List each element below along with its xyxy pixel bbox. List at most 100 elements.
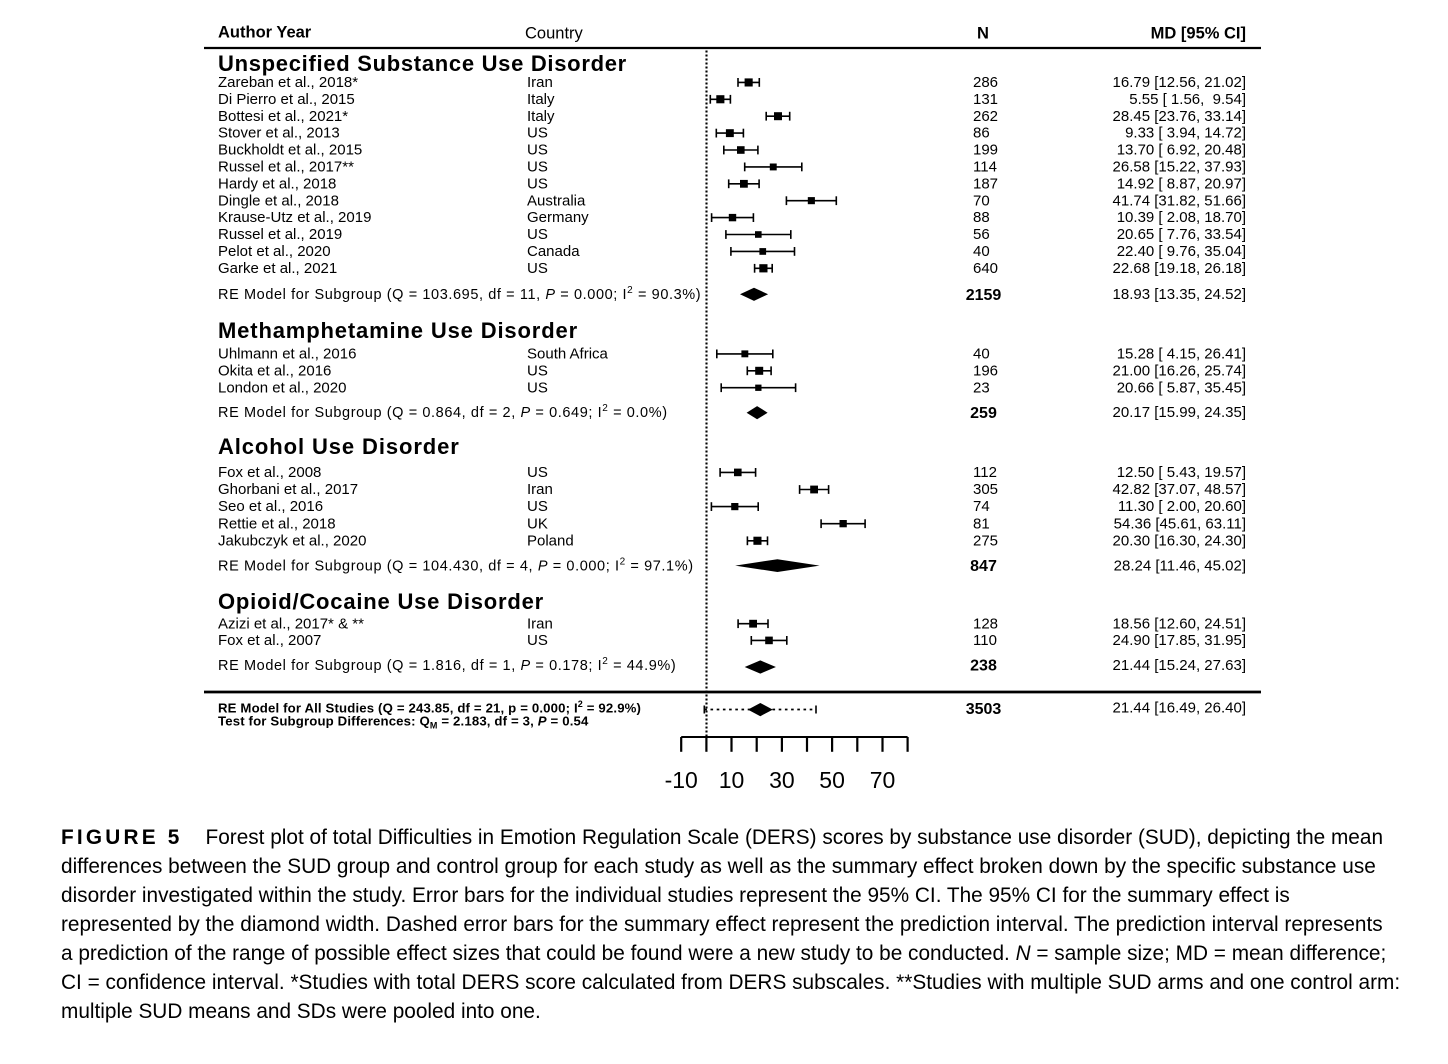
svg-text:US: US bbox=[527, 632, 548, 649]
svg-text:MD [95% CI]: MD [95% CI] bbox=[1151, 24, 1246, 42]
svg-text:74: 74 bbox=[973, 498, 990, 515]
svg-text:RE Model for Subgroup (Q = 0.8: RE Model for Subgroup (Q = 0.864, df = 2… bbox=[218, 403, 668, 421]
svg-text:Garke et al., 2021: Garke et al., 2021 bbox=[218, 260, 337, 277]
svg-text:US: US bbox=[527, 226, 548, 243]
svg-text:12.50 [ 5.43, 19.57]: 12.50 [ 5.43, 19.57] bbox=[1117, 464, 1246, 481]
svg-text:40: 40 bbox=[973, 346, 990, 363]
svg-text:22.68 [19.18, 26.18]: 22.68 [19.18, 26.18] bbox=[1113, 260, 1246, 277]
svg-text:275: 275 bbox=[973, 532, 998, 549]
svg-text:US: US bbox=[527, 464, 548, 481]
svg-text:US: US bbox=[527, 260, 548, 277]
svg-text:21.44 [16.49, 26.40]: 21.44 [16.49, 26.40] bbox=[1113, 700, 1246, 717]
svg-text:199: 199 bbox=[973, 142, 998, 159]
svg-text:28.24 [11.46, 45.02]: 28.24 [11.46, 45.02] bbox=[1114, 557, 1246, 574]
svg-text:Dingle et al., 2018: Dingle et al., 2018 bbox=[218, 192, 339, 209]
svg-text:128: 128 bbox=[973, 615, 998, 632]
svg-text:18.56 [12.60, 24.51]: 18.56 [12.60, 24.51] bbox=[1113, 615, 1246, 632]
svg-text:20.30 [16.30, 24.30]: 20.30 [16.30, 24.30] bbox=[1113, 532, 1246, 549]
svg-text:9.33 [ 3.94, 14.72]: 9.33 [ 3.94, 14.72] bbox=[1125, 125, 1246, 142]
svg-text:Ghorbani et al., 2017: Ghorbani et al., 2017 bbox=[218, 481, 358, 498]
svg-text:11.30 [ 2.00, 20.60]: 11.30 [ 2.00, 20.60] bbox=[1118, 498, 1246, 515]
svg-text:41.74 [31.82, 51.66]: 41.74 [31.82, 51.66] bbox=[1113, 192, 1246, 209]
svg-text:Italy: Italy bbox=[527, 108, 555, 125]
svg-text:London et al., 2020: London et al., 2020 bbox=[218, 379, 346, 396]
svg-text:Di Pierro et al., 2015: Di Pierro et al., 2015 bbox=[218, 91, 355, 108]
svg-text:20.66 [ 5.87, 35.45]: 20.66 [ 5.87, 35.45] bbox=[1117, 379, 1246, 396]
svg-text:RE Model for Subgroup (Q = 1.8: RE Model for Subgroup (Q = 1.816, df = 1… bbox=[218, 656, 676, 674]
svg-text:Uhlmann et al., 2016: Uhlmann et al., 2016 bbox=[218, 346, 356, 363]
svg-text:2159: 2159 bbox=[966, 287, 1002, 304]
svg-text:112: 112 bbox=[973, 464, 997, 481]
svg-text:Australia: Australia bbox=[527, 192, 586, 209]
svg-text:Germany: Germany bbox=[527, 209, 589, 226]
svg-text:262: 262 bbox=[973, 108, 998, 125]
svg-text:23: 23 bbox=[973, 379, 990, 396]
svg-text:640: 640 bbox=[973, 260, 998, 277]
svg-text:Buckholdt et al., 2015: Buckholdt et al., 2015 bbox=[218, 142, 362, 159]
svg-text:Hardy et al., 2018: Hardy et al., 2018 bbox=[218, 175, 336, 192]
svg-text:56: 56 bbox=[973, 226, 990, 243]
svg-text:18.93 [13.35, 24.52]: 18.93 [13.35, 24.52] bbox=[1113, 286, 1246, 303]
svg-text:Iran: Iran bbox=[527, 74, 553, 91]
svg-text:Zareban et al., 2018*: Zareban et al., 2018* bbox=[218, 74, 358, 91]
svg-text:81: 81 bbox=[973, 515, 990, 532]
svg-text:20.65 [ 7.76, 33.54]: 20.65 [ 7.76, 33.54] bbox=[1117, 226, 1246, 243]
svg-text:Jakubczyk et al., 2020: Jakubczyk et al., 2020 bbox=[218, 532, 366, 549]
svg-text:238: 238 bbox=[970, 658, 997, 675]
svg-text:Okita et al., 2016: Okita et al., 2016 bbox=[218, 362, 331, 379]
svg-text:42.82 [37.07, 48.57]: 42.82 [37.07, 48.57] bbox=[1113, 481, 1246, 498]
svg-text:22.40 [ 9.76, 35.04]: 22.40 [ 9.76, 35.04] bbox=[1117, 243, 1246, 260]
svg-text:Russel et al., 2019: Russel et al., 2019 bbox=[218, 226, 342, 243]
svg-text:10.39 [ 2.08, 18.70]: 10.39 [ 2.08, 18.70] bbox=[1117, 209, 1246, 226]
svg-text:RE Model for Subgroup (Q = 103: RE Model for Subgroup (Q = 103.695, df =… bbox=[218, 285, 701, 303]
svg-text:-10: -10 bbox=[665, 767, 698, 793]
svg-text:Canada: Canada bbox=[527, 243, 580, 260]
svg-text:187: 187 bbox=[973, 175, 998, 192]
svg-text:70: 70 bbox=[973, 192, 990, 209]
svg-text:US: US bbox=[527, 379, 548, 396]
svg-text:Krause-Utz et al., 2019: Krause-Utz et al., 2019 bbox=[218, 209, 371, 226]
svg-text:South Africa: South Africa bbox=[527, 346, 609, 363]
svg-text:Russel et al., 2017**: Russel et al., 2017** bbox=[218, 159, 354, 176]
svg-text:305: 305 bbox=[973, 481, 998, 498]
svg-text:Author Year: Author Year bbox=[218, 24, 312, 42]
svg-text:28.45 [23.76, 33.14]: 28.45 [23.76, 33.14] bbox=[1113, 108, 1246, 125]
svg-text:Azizi et al., 2017* & **: Azizi et al., 2017* & ** bbox=[218, 615, 364, 632]
svg-text:40: 40 bbox=[973, 243, 990, 260]
svg-text:Poland: Poland bbox=[527, 532, 574, 549]
svg-text:Italy: Italy bbox=[527, 91, 555, 108]
svg-text:US: US bbox=[527, 498, 548, 515]
svg-text:21.00 [16.26, 25.74]: 21.00 [16.26, 25.74] bbox=[1113, 362, 1246, 379]
svg-text:Rettie et al., 2018: Rettie et al., 2018 bbox=[218, 515, 336, 532]
svg-text:Iran: Iran bbox=[527, 615, 553, 632]
svg-text:Fox et al., 2008: Fox et al., 2008 bbox=[218, 464, 321, 481]
svg-text:259: 259 bbox=[970, 405, 997, 422]
svg-text:10: 10 bbox=[719, 767, 745, 793]
svg-text:16.79 [12.56, 21.02]: 16.79 [12.56, 21.02] bbox=[1113, 74, 1246, 91]
svg-text:15.28 [ 4.15, 26.41]: 15.28 [ 4.15, 26.41] bbox=[1117, 346, 1246, 363]
svg-text:286: 286 bbox=[973, 74, 998, 91]
svg-text:196: 196 bbox=[973, 362, 998, 379]
svg-text:14.92 [ 8.87, 20.97]: 14.92 [ 8.87, 20.97] bbox=[1117, 175, 1246, 192]
svg-text:110: 110 bbox=[973, 632, 997, 649]
svg-text:13.70 [ 6.92, 20.48]: 13.70 [ 6.92, 20.48] bbox=[1117, 142, 1246, 159]
svg-text:Methamphetamine Use Disorder: Methamphetamine Use Disorder bbox=[218, 318, 578, 343]
svg-text:Country: Country bbox=[525, 24, 584, 42]
svg-text:US: US bbox=[527, 362, 548, 379]
svg-text:Fox et al., 2007: Fox et al., 2007 bbox=[218, 632, 321, 649]
svg-text:24.90 [17.85, 31.95]: 24.90 [17.85, 31.95] bbox=[1113, 632, 1246, 649]
svg-text:Stover et al., 2013: Stover et al., 2013 bbox=[218, 125, 340, 142]
svg-text:US: US bbox=[527, 159, 548, 176]
svg-text:Unspecified Substance Use Diso: Unspecified Substance Use Disorder bbox=[218, 51, 627, 76]
svg-text:26.58 [15.22, 37.93]: 26.58 [15.22, 37.93] bbox=[1113, 159, 1246, 176]
svg-text:US: US bbox=[527, 142, 548, 159]
svg-text:88: 88 bbox=[973, 209, 990, 226]
svg-text:Test for Subgroup Differences:: Test for Subgroup Differences: QM = 2.18… bbox=[218, 714, 589, 731]
svg-text:50: 50 bbox=[819, 767, 845, 793]
svg-text:114: 114 bbox=[973, 159, 997, 176]
svg-text:21.44 [15.24, 27.63]: 21.44 [15.24, 27.63] bbox=[1113, 657, 1246, 674]
svg-text:5.55 [ 1.56, 9.54]: 5.55 [ 1.56, 9.54] bbox=[1129, 91, 1246, 108]
svg-text:Seo et al., 2016: Seo et al., 2016 bbox=[218, 498, 323, 515]
svg-text:3503: 3503 bbox=[966, 701, 1002, 718]
svg-text:US: US bbox=[527, 125, 548, 142]
